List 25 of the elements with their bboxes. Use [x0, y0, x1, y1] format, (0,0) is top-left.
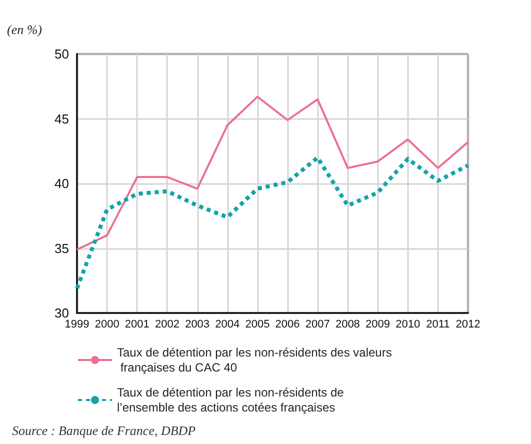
- source-note: Source : Banque de France, DBDP: [12, 423, 196, 438]
- x-tick-label: 2004: [215, 318, 240, 330]
- x-tick-label: 2006: [275, 318, 300, 330]
- y-tick-label: 50: [54, 46, 69, 62]
- y-tick-label: 35: [54, 240, 69, 256]
- x-tick-label: 2008: [335, 318, 360, 330]
- x-tick-label: 1999: [64, 318, 90, 330]
- y-tick-label: 40: [54, 176, 69, 191]
- y-axis-title: (en %): [7, 22, 42, 37]
- x-tick-label: 2009: [366, 318, 390, 330]
- x-tick-label: 2002: [154, 318, 180, 330]
- x-tick-label: 2000: [94, 318, 120, 330]
- legend-label: Taux de détention par les non-résidents de l’ensemble des actions cotées françaises: [117, 386, 348, 414]
- legend-label: Taux de détention par les non-résidents des valeurs françaises du CAC 40: [117, 346, 392, 374]
- x-tick-label: 2001: [124, 318, 150, 330]
- y-tick-label: 30: [54, 306, 69, 320]
- x-tick-label: 2012: [456, 318, 480, 330]
- y-tick-label: 45: [54, 111, 69, 126]
- x-tick-label: 2011: [426, 318, 450, 330]
- x-tick-label: 2003: [185, 318, 210, 330]
- x-tick-label: 2010: [396, 318, 420, 330]
- line-series: [75, 156, 470, 290]
- line-series: [76, 96, 469, 251]
- x-tick-label: 2007: [305, 318, 330, 330]
- x-tick-label: 2005: [245, 318, 270, 330]
